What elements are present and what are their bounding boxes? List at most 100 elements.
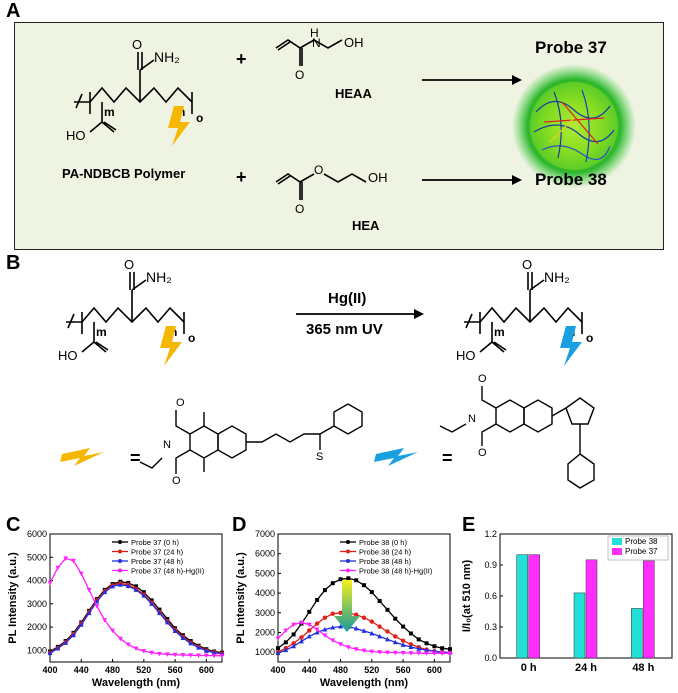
data-point [392,639,398,645]
data-point [369,630,375,636]
heaa-structure [275,39,343,66]
data-point [400,638,406,643]
blue-bolt-key-icon [374,448,418,466]
plus-sign-2: + [236,167,247,187]
data-point [188,640,194,646]
data-point [408,644,414,650]
y-tick-label: 1000 [255,647,275,657]
data-point [424,641,429,646]
data-point [377,633,383,639]
data-point [393,634,398,639]
data-point [157,607,162,612]
x-tick-label: 440 [302,665,317,675]
chart-d: 400 440 480 520 560 600 1000 2000 3000 4000 5000 60… [235,529,453,689]
data-point [322,626,328,632]
o-label-b2: O [522,258,532,272]
data-point [448,647,452,652]
s-atom: S [316,451,323,463]
yellow-bolt-icon [168,106,190,146]
data-point [164,652,170,657]
data-point [361,648,367,654]
y-tick-label: 3000 [255,608,275,618]
data-point [377,624,382,629]
data-point [392,650,398,656]
data-point [330,611,335,616]
ho-label-b1: HO [58,348,78,363]
sub-m-b1: m [96,325,107,339]
x-tick-label: 520 [136,665,151,675]
product-label-probe-37: Probe 37 [535,38,607,57]
hea-o2: O [295,202,304,216]
data-point [291,643,297,649]
data-point [424,647,429,653]
blue-bolt-icon-b [560,326,582,366]
data-point [345,645,351,650]
data-point [338,577,343,582]
bar-1-1 [585,559,598,659]
data-point [330,581,335,586]
data-point [424,651,429,656]
n-atom-2: N [468,413,476,425]
data-point [401,624,406,629]
equals-sign-2: = [442,448,453,468]
bar-0-2 [631,608,643,659]
data-point [117,636,123,642]
sub-o-a: o [196,111,203,125]
y-tick-label: 0.6 [484,591,497,601]
x-axis-label: Wavelength (nm) [320,677,409,689]
data-point [431,651,437,656]
heaa-label: HEAA [335,86,372,101]
data-point [47,580,53,586]
bar-0-0 [516,554,528,659]
data-point [102,589,108,595]
hea-oh: OH [368,170,388,185]
y-tick-label: 7000 [255,529,275,539]
plus-sign-1: + [236,49,247,69]
data-point [219,653,225,659]
sub-o-b2: o [586,331,593,345]
data-point [211,653,217,659]
data-point [361,615,367,620]
data-point [307,609,312,614]
legend-marker [346,559,350,563]
hea-structure [275,173,367,200]
data-point [377,598,382,603]
legend-entry: Probe 37 (48 h) [131,557,184,566]
y-tick-label: 1000 [27,645,47,655]
data-point [275,636,281,641]
bar-1-0 [528,554,540,659]
legend-marker [118,540,122,544]
data-point [102,618,108,623]
x-tick-label: 520 [364,665,379,675]
legend-entry: Probe 37 [625,547,658,556]
data-point [125,583,131,589]
legend-entry: Probe 37 (24 h) [131,548,184,557]
scheme-b-drawing: m n o HO O NH₂ m n o HO O NH₂ O O N S [58,258,595,489]
legend-entry: Probe 38 (0 h) [359,538,407,547]
x-tick-label: 400 [42,665,57,675]
polymer-structure-b-right [464,272,583,353]
nh2-label-a: NH₂ [154,49,180,65]
data-point [172,628,178,634]
y-tick-label: 3000 [27,599,47,609]
y-tick-label: 4000 [255,588,275,598]
data-point [134,584,138,589]
data-point [385,636,390,642]
legend-swatch [612,538,622,545]
naphthalimide-imidazoline-structure [439,386,595,489]
data-point [203,648,209,653]
data-point [133,646,139,652]
data-point [353,647,359,652]
legend-marker [346,540,350,544]
sub-m-b2: m [494,325,505,339]
bar-1-2 [643,560,655,659]
data-point [55,645,61,651]
naphthalimide-thiourea-structure [139,403,363,474]
data-point [369,590,374,595]
data-point [369,619,375,624]
data-point [306,633,312,639]
y-tick-label: 5000 [27,552,47,562]
heaa-o: O [295,68,304,82]
data-point [291,622,297,628]
data-point [117,582,123,587]
